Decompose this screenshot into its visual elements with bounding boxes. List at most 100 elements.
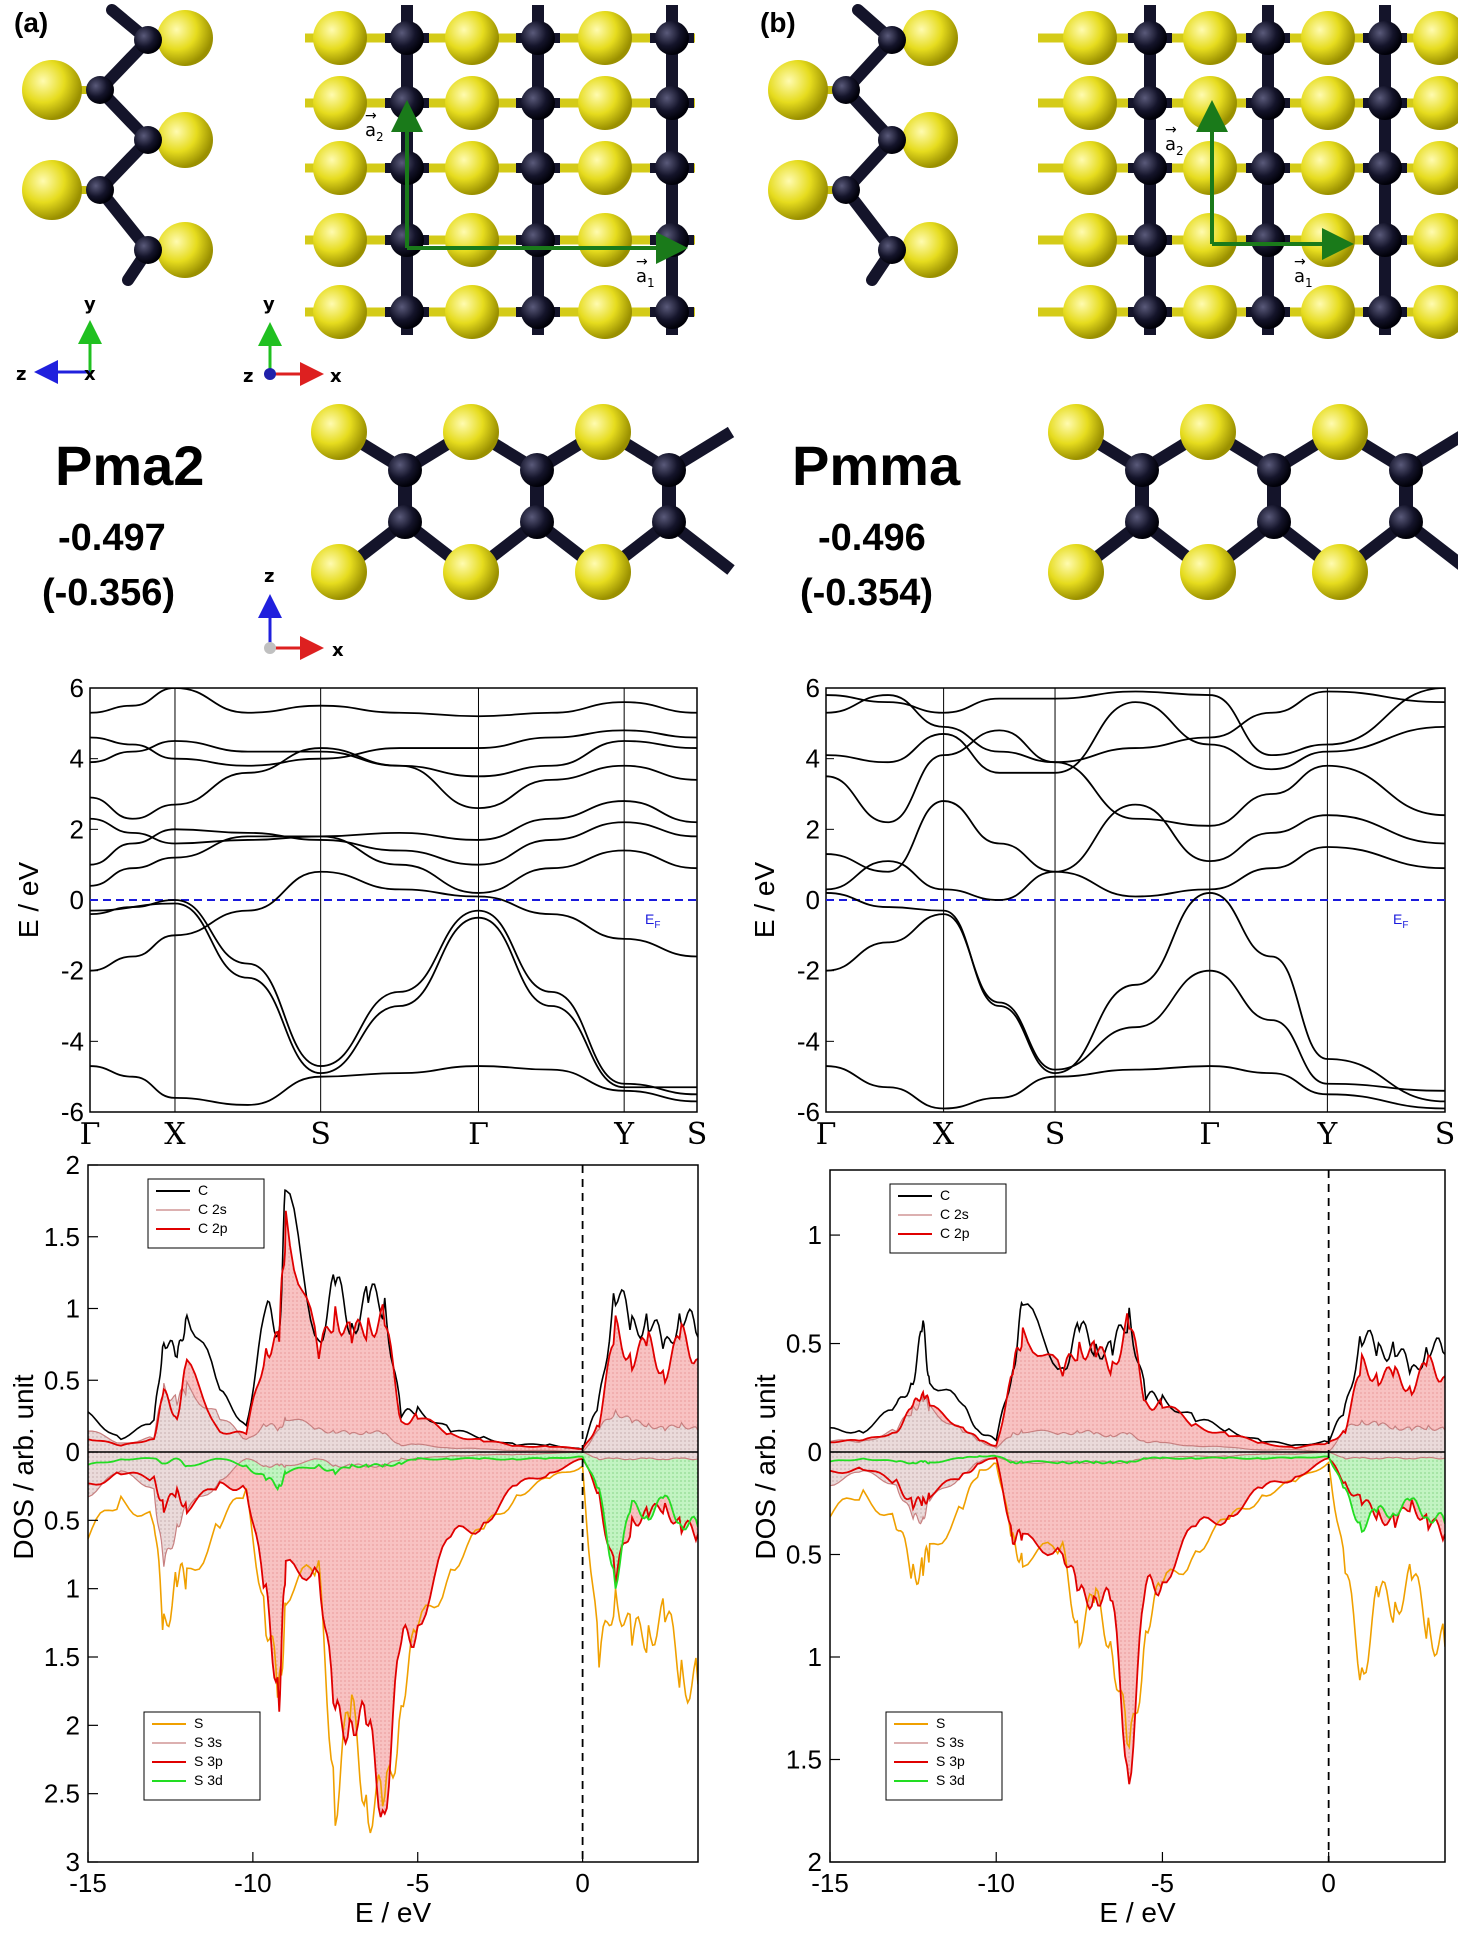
x-tick-label: -5 [1151,1868,1174,1898]
carbon-atom [1125,505,1159,539]
c2s-line [88,1379,698,1453]
c2p-line [88,1210,698,1450]
panel-a-label: (a) [14,7,48,38]
vector-a1-arrow: → [636,254,648,270]
y-tick-label: 0.5 [44,1505,80,1535]
y-tick-label: 2.5 [44,1779,80,1809]
legend-sulfur: S S 3s S 3p S 3d [885,1711,1003,1801]
carbon-atom [652,453,686,487]
band-line [826,701,1445,774]
sulfur-atom [1312,544,1368,600]
kpoint-label: S [687,1117,708,1152]
y-tick-label: 0 [70,885,84,915]
legend-label: S 3s [194,1734,222,1750]
sulfur-atom [311,404,367,460]
sulfur-atom [1048,544,1104,600]
y-axis-label: E / eV [749,862,780,939]
band-line [90,870,697,972]
legend-label: S [936,1715,945,1731]
band-line [90,729,697,767]
x-axis-label: E / eV [355,1897,432,1928]
dos-curves [830,1300,1445,1785]
pma2-front-view [311,404,735,600]
energy-alt-pma2: (-0.356) [42,572,175,614]
carbon-atom [390,21,424,55]
band-line [826,800,1445,873]
sulfur-atom [1413,11,1458,65]
kpoint-label: Y [613,1117,635,1152]
y-tick-label: -4 [797,1026,820,1056]
band-line [826,913,1445,1092]
kpoint-label: Γ [80,1117,101,1152]
carbon-atom [1125,453,1159,487]
y-tick-label: 0 [808,1437,822,1467]
dos-plot-b: -15 -10 -5 0 E / eV 1 0.5 0 0.5 1 1.5 2 DOS / arb. u… [750,1169,1446,1928]
y-tick-label: 1 [808,1642,822,1672]
carbon-atom [390,295,424,329]
carbon-atom [1251,223,1285,257]
band-line [826,1065,1445,1110]
sulfur-atom [1180,544,1236,600]
sulfur-atom [578,213,632,267]
pmma-front-view [1048,404,1458,600]
band-line [826,690,1445,764]
pmma-side-atoms [768,10,958,278]
carbon-atom [655,86,689,120]
band-line [90,835,697,894]
sulfur-atom [313,213,367,267]
pmma-top-view [1038,5,1458,339]
sulfur-atom [1301,285,1355,339]
structure-name-pmma: Pmma [792,434,961,497]
y-tick-label: 6 [806,673,820,703]
panel-b-structures: (b) a2 → a1 → [760,4,1458,614]
sulfur-atom [1180,404,1236,460]
sulfur-atom [578,11,632,65]
carbon-atom [655,223,689,257]
y-tick-label: 3 [66,1847,80,1877]
sulfur-atom [1063,76,1117,130]
band-line [90,1065,697,1106]
kpoint-label: Γ [816,1117,837,1152]
y-tick-label: 0.5 [44,1365,80,1395]
y-tick-label: 2 [806,814,820,844]
pma2-side-atoms [22,10,213,278]
sulfur-atom [578,141,632,195]
sulfur-atom [1048,404,1104,460]
plot-frame [87,1164,699,1863]
y-tick-label: -2 [61,956,84,986]
band-line [90,688,697,718]
axis-label-y: y [263,294,275,315]
sulfur-atom [313,76,367,130]
carbon-atom [652,505,686,539]
sulfur-atom [1301,141,1355,195]
sulfur-atom [1413,141,1458,195]
y-tick-label: 0.5 [786,1329,822,1359]
vector-a2-arrow: → [365,108,377,124]
legend-carbon: C C 2s C 2p [147,1178,265,1249]
kpoint-label: S [310,1117,331,1152]
legend-label: S 3p [194,1753,223,1769]
carbon-atom [1368,86,1402,120]
axis-label-x: x [84,364,96,385]
carbon-atom [1133,295,1167,329]
y-tick-label: 1 [66,1574,80,1604]
carbon-atom [1251,21,1285,55]
pmma-lattice-vectors: a2 → a1 → [1165,100,1354,290]
pma2-top-view [305,5,695,339]
s3d-fill [88,1452,698,1589]
sulfur-atom [578,285,632,339]
carbon-atom [521,223,555,257]
carbon-atom [520,453,554,487]
axes-top-a: y z x [243,294,342,387]
legend-label: C 2s [940,1206,969,1222]
carbon-atom [1389,505,1423,539]
plot-frame [825,687,1446,1113]
legend-label: S 3p [936,1753,965,1769]
y-tick-label: 0.5 [786,1540,822,1570]
legend-label: S 3d [194,1772,223,1788]
carbon-atom [655,295,689,329]
sulfur-atom [578,76,632,130]
sulfur-atom [445,141,499,195]
carbon-atom [1251,151,1285,185]
